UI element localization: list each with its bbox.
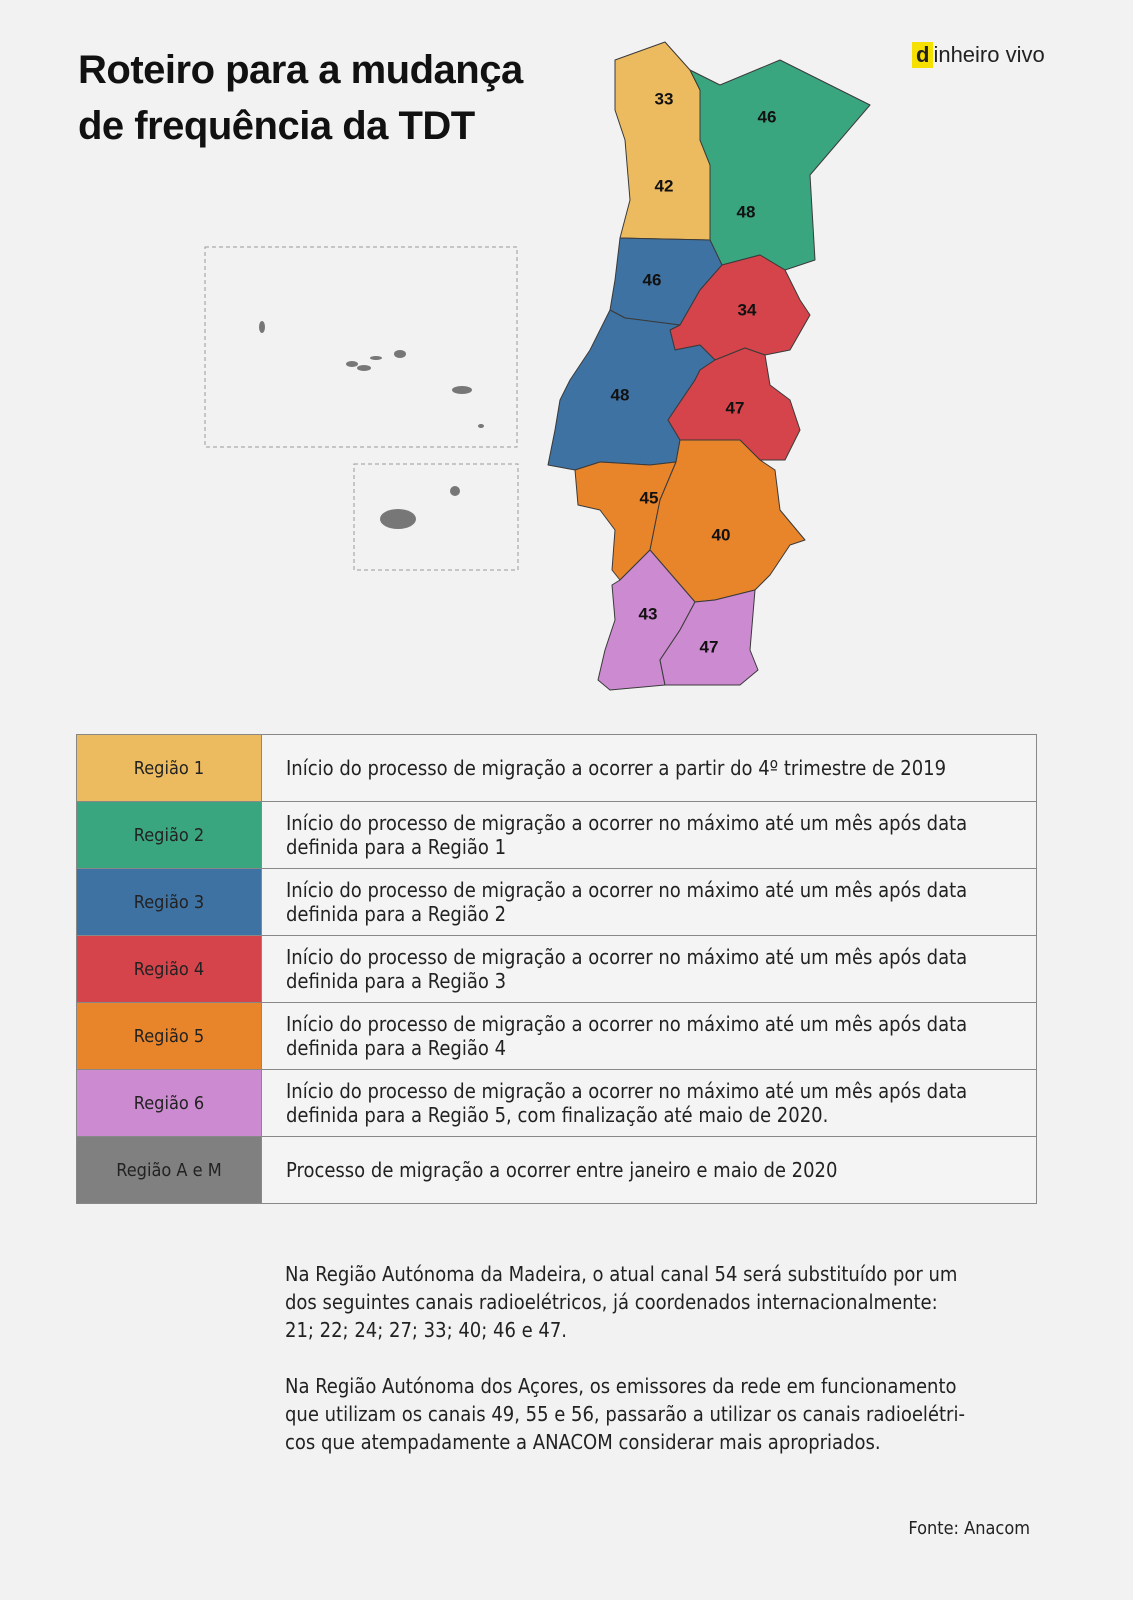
channel-label: 47 <box>700 637 719 656</box>
description-cell: Início do processo de migração a ocorrer… <box>261 1069 1037 1137</box>
description-line: Início do processo de migração a ocorrer… <box>286 1079 968 1103</box>
region-cell: Região 3 <box>76 868 262 936</box>
channel-label: 33 <box>655 89 674 108</box>
table-row: Região 5 Início do processo de migração a… <box>76 1002 1037 1070</box>
description-line: definida para a Região 2 <box>286 902 507 926</box>
channel-label: 48 <box>611 385 630 404</box>
note-line: dos seguintes canais radioelétricos, já … <box>285 1290 938 1314</box>
region-cell: Região 4 <box>76 935 262 1003</box>
description-cell: Início do processo de migração a ocorrer… <box>261 935 1037 1003</box>
channel-label: 45 <box>640 488 659 507</box>
note-line: Na Região Autónoma dos Açores, os emisso… <box>285 1374 957 1398</box>
table-row: Região 2 Início do processo de migração a… <box>76 801 1037 869</box>
title: Roteiro para a mudança de frequência da … <box>78 42 523 154</box>
description-line: Início do processo de migração a ocorrer… <box>286 1012 968 1036</box>
table-row: Região 6 Início do processo de migração a… <box>76 1069 1037 1137</box>
description-line: definida para a Região 4 <box>286 1036 507 1060</box>
region-6 <box>659 589 759 686</box>
description-line: Início do processo de migração a ocorrer… <box>286 811 968 835</box>
description-cell: Início do processo de migração a ocorrer… <box>261 734 1037 802</box>
region-cell: Região 1 <box>76 734 262 802</box>
region-2 <box>689 59 871 271</box>
description-cell: Início do processo de migração a ocorrer… <box>261 1002 1037 1070</box>
note-line: Na Região Autónoma da Madeira, o atual c… <box>285 1262 958 1286</box>
description-line: definida para a Região 3 <box>286 969 507 993</box>
table-row: Região 3 Início do processo de migração a… <box>76 868 1037 936</box>
region-cell: Região A e M <box>76 1136 262 1204</box>
description-line: definida para a Região 1 <box>286 835 507 859</box>
map: 33 46 42 48 46 34 48 47 45 40 43 47 <box>204 41 871 691</box>
note-line: 21; 22; 24; 27; 33; 40; 46 e 47. <box>285 1318 568 1342</box>
region-cell: Região 5 <box>76 1002 262 1070</box>
title-line: de frequência da TDT <box>78 104 475 148</box>
source: Fonte: Anacom <box>908 1518 1030 1539</box>
notes: Na Região Autónoma da Madeira, o atual c… <box>285 1260 965 1484</box>
channel-label: 47 <box>726 398 745 417</box>
description-line: Início do processo de migração a ocorrer… <box>286 756 947 780</box>
description-cell: Início do processo de migração a ocorrer… <box>261 801 1037 869</box>
title-line: Roteiro para a mudança <box>78 48 523 92</box>
table-row: Região A e M Processo de migração a ocorr… <box>76 1136 1037 1204</box>
note: Na Região Autónoma da Madeira, o atual c… <box>285 1260 965 1344</box>
table-row: Região 1 Início do processo de migração a… <box>76 734 1037 802</box>
description-line: definida para a Região 5, com finalizaçã… <box>286 1103 829 1127</box>
description-cell: Processo de migração a ocorrer entre jan… <box>261 1136 1037 1204</box>
channel-label: 46 <box>758 107 777 126</box>
schedule-table: Região 1 Início do processo de migração a… <box>76 734 1037 1204</box>
region-cell: Região 6 <box>76 1069 262 1137</box>
region-cell: Região 2 <box>76 801 262 869</box>
note-line: que utilizam os canais 49, 55 e 56, pass… <box>285 1402 965 1426</box>
madeira-box <box>353 463 519 571</box>
description-line: Início do processo de migração a ocorrer… <box>286 945 968 969</box>
channel-label: 34 <box>738 300 757 319</box>
table-row: Região 4 Início do processo de migração a… <box>76 935 1037 1003</box>
channel-label: 42 <box>655 176 674 195</box>
channel-label: 43 <box>639 604 658 623</box>
description-cell: Início do processo de migração a ocorrer… <box>261 868 1037 936</box>
channel-label: 40 <box>712 525 731 544</box>
channel-label: 48 <box>737 202 756 221</box>
description-line: Processo de migração a ocorrer entre jan… <box>286 1158 838 1182</box>
note-line: cos que atempadamente a ANACOM considera… <box>285 1430 881 1454</box>
logo: d inheiro vivo <box>912 42 1045 68</box>
islands <box>259 321 484 529</box>
channel-label: 46 <box>643 270 662 289</box>
logo-text: inheiro vivo <box>933 42 1045 67</box>
description-line: Início do processo de migração a ocorrer… <box>286 878 968 902</box>
logo-mark: d <box>912 42 934 68</box>
region-1 <box>614 41 711 241</box>
azores-box <box>204 246 518 448</box>
note: Na Região Autónoma dos Açores, os emisso… <box>285 1372 965 1456</box>
region-4 <box>667 347 801 461</box>
